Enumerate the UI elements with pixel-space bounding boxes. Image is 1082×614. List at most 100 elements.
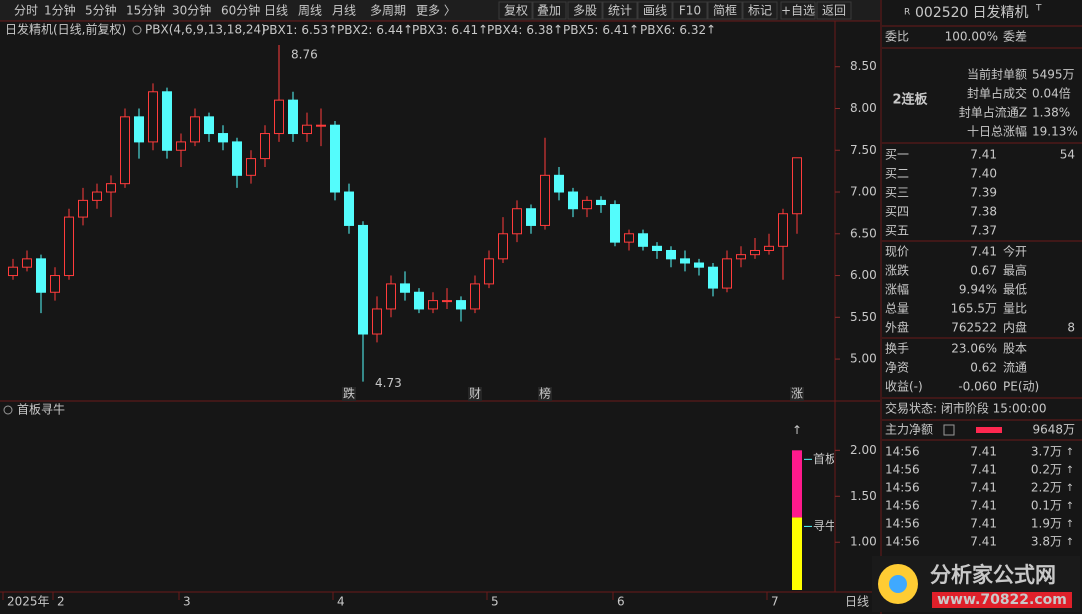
value: 100.00% bbox=[945, 30, 998, 44]
candle-body bbox=[764, 245, 774, 251]
candle-body bbox=[722, 258, 732, 289]
seal-label: 当前封单额 bbox=[967, 67, 1027, 82]
toolbar-button[interactable]: F10 bbox=[679, 4, 701, 18]
candle-body bbox=[554, 174, 564, 193]
candle-body bbox=[106, 183, 116, 193]
toolbar-button[interactable]: 返回 bbox=[822, 4, 846, 18]
period-tab[interactable]: 5分钟 bbox=[85, 3, 117, 18]
candle-body bbox=[246, 158, 256, 176]
period-tab[interactable]: 多周期 bbox=[370, 4, 406, 18]
candle-body bbox=[666, 249, 676, 260]
stat-label: 最低 bbox=[1003, 283, 1027, 297]
toolbar-button[interactable]: 画线 bbox=[643, 4, 667, 18]
toolbar-button[interactable]: 复权 bbox=[504, 4, 528, 18]
tick-volume: 1.9万 bbox=[1031, 517, 1062, 531]
tick-time: 14:56 bbox=[885, 445, 920, 459]
icon bbox=[943, 424, 955, 436]
tick-time: 14:56 bbox=[885, 499, 920, 513]
bar-label: 寻牛 bbox=[813, 518, 837, 533]
y-tick-label: 8.00 bbox=[850, 101, 877, 115]
legend-entry: PBX3: 6.41 bbox=[412, 23, 478, 37]
legend-arrow: ↑ bbox=[478, 23, 488, 37]
x-tick-label: 4 bbox=[337, 595, 345, 609]
period-tab[interactable]: 分时 bbox=[14, 4, 38, 18]
candle-body bbox=[64, 216, 74, 277]
toolbar-button[interactable]: 标记 bbox=[748, 4, 772, 18]
legend-name: PBX2: bbox=[337, 23, 372, 37]
tick-arrow: ↑ bbox=[1066, 501, 1074, 512]
period-tab[interactable]: 更多 〉 bbox=[416, 4, 456, 18]
stock-name: 日发精机 bbox=[972, 5, 1028, 21]
candle-body bbox=[190, 116, 200, 143]
toolbar-button[interactable]: 统计 bbox=[608, 4, 632, 18]
period-tab[interactable]: 30分钟 bbox=[172, 3, 211, 18]
legend-entry: PBX5: 6.41 bbox=[563, 23, 629, 37]
legend-arrow: ↑ bbox=[403, 23, 413, 37]
candle-body bbox=[288, 99, 298, 135]
indicator-name: PBX(4,6,9,13,18,24) bbox=[145, 23, 266, 37]
tick-arrow: ↑ bbox=[1066, 519, 1074, 530]
button-frame bbox=[742, 1, 778, 20]
period-tab[interactable]: 15分钟 bbox=[126, 3, 165, 18]
tick-volume: 3.8万 bbox=[1031, 535, 1062, 549]
seal-label: 十日总涨幅 bbox=[967, 124, 1027, 139]
bid-price: 7.40 bbox=[970, 167, 997, 181]
y-tick-label: 6.00 bbox=[850, 268, 877, 282]
period-tab[interactable]: 日线 bbox=[264, 4, 288, 18]
candle-body bbox=[36, 258, 46, 293]
stat-value: 0.67 bbox=[970, 264, 997, 278]
period-tab[interactable]: 月线 bbox=[332, 4, 356, 18]
legend-arrow: ↑ bbox=[629, 23, 639, 37]
high-label: 8.76 bbox=[291, 48, 318, 62]
toolbar-button[interactable]: 简框 bbox=[713, 4, 737, 18]
candle-body bbox=[274, 99, 284, 135]
stat-label: 流通 bbox=[1003, 361, 1027, 375]
button-frame bbox=[707, 1, 743, 20]
legend-value: 6.32 bbox=[679, 23, 706, 37]
candle-body bbox=[792, 157, 802, 215]
bid-price: 7.39 bbox=[970, 186, 997, 200]
candle-body bbox=[428, 300, 438, 310]
bid-label: 买二 bbox=[885, 167, 909, 181]
candle-body bbox=[442, 300, 452, 303]
x-tick-label: 7 bbox=[771, 595, 779, 609]
legend-value: 6.38 bbox=[526, 23, 553, 37]
watermark-url: www.70822.com bbox=[937, 592, 1067, 608]
candle-body bbox=[316, 124, 326, 127]
toolbar bbox=[0, 0, 880, 21]
candle-body bbox=[498, 233, 508, 260]
period-label: 日线 bbox=[845, 595, 869, 609]
button-frame bbox=[531, 1, 567, 20]
candle-body bbox=[400, 283, 410, 293]
y-tick-label: 5.00 bbox=[850, 352, 877, 366]
period-tab[interactable]: 1分钟 bbox=[44, 3, 76, 18]
chart-title: 日发精机(日线,前复权) bbox=[5, 22, 126, 37]
toolbar-button[interactable]: +自选 bbox=[781, 4, 815, 18]
candle-body bbox=[344, 191, 354, 226]
event-marker: 跌 bbox=[343, 386, 355, 401]
event-box bbox=[538, 387, 552, 401]
legend-name: PBX4: bbox=[487, 23, 522, 37]
net-bar bbox=[976, 427, 1002, 433]
x-tick-label: 5 bbox=[491, 595, 499, 609]
candle-body bbox=[470, 283, 480, 310]
bid-label: 买四 bbox=[885, 205, 909, 219]
candle-body bbox=[778, 213, 788, 247]
toolbar-button[interactable]: 叠加 bbox=[537, 4, 561, 18]
tick-arrow: ↑ bbox=[1066, 483, 1074, 494]
candle-body bbox=[624, 233, 634, 243]
candle-body bbox=[22, 258, 32, 268]
period-tab[interactable]: 周线 bbox=[298, 4, 322, 18]
x-tick-label: 2025年 bbox=[7, 595, 50, 609]
toolbar-button[interactable]: 多股 bbox=[573, 4, 597, 18]
legend-name: PBX1: bbox=[262, 23, 297, 37]
candle-body bbox=[358, 224, 368, 335]
legend-entry: PBX4: 6.38 bbox=[487, 23, 553, 37]
legend-value: 6.44 bbox=[376, 23, 403, 37]
button-frame bbox=[602, 1, 638, 20]
y-tick-label: 8.50 bbox=[850, 59, 877, 73]
period-tab[interactable]: 60分钟 bbox=[221, 3, 260, 18]
candle-body bbox=[218, 133, 228, 143]
legend-name: PBX3: bbox=[412, 23, 447, 37]
y-tick-label: 7.50 bbox=[850, 143, 877, 157]
